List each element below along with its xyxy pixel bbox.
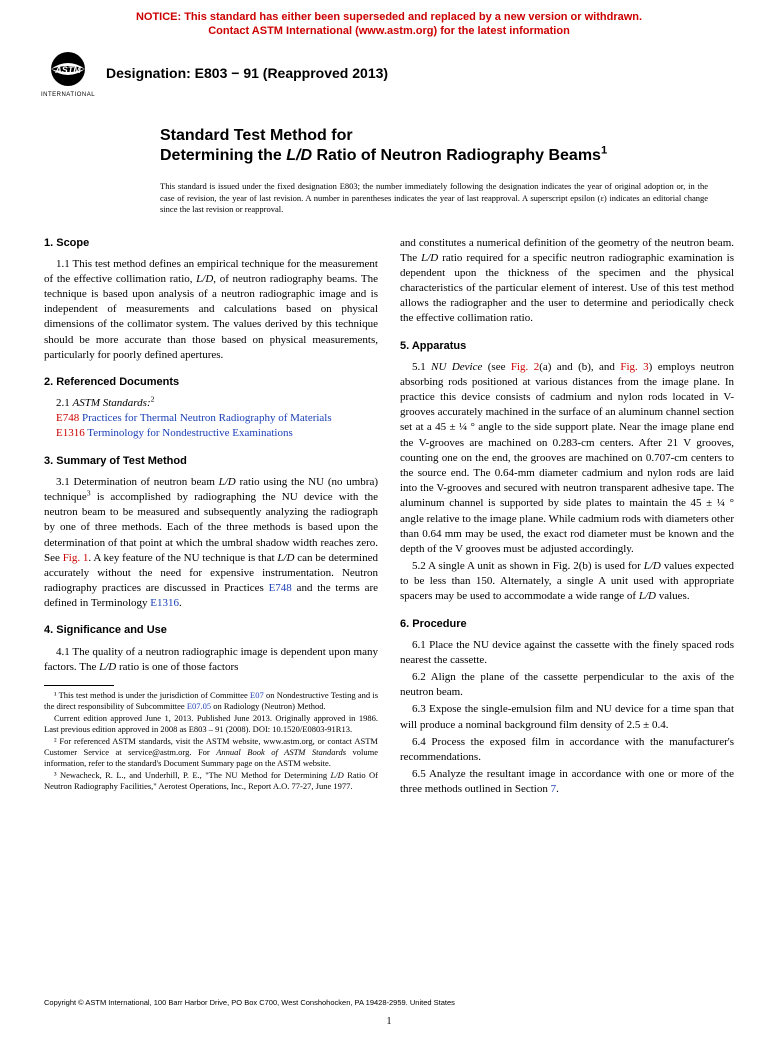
ld: L/D xyxy=(639,590,656,602)
title-line-2: Determining the L/D Ratio of Neutron Rad… xyxy=(160,146,738,167)
t: ratio is one of those factors xyxy=(116,661,238,673)
footnote-rule xyxy=(44,685,114,686)
t: 5.1 xyxy=(412,361,431,373)
t: NU Device xyxy=(431,361,482,373)
para-6-2: 6.2 Align the plane of the cassette perp… xyxy=(400,670,734,700)
section-6-head: 6. Procedure xyxy=(400,617,734,632)
t: (see xyxy=(482,361,511,373)
t: ASTM Standards: xyxy=(73,397,151,409)
title-sup: 1 xyxy=(601,145,607,157)
section-2-head: 2. Referenced Documents xyxy=(44,375,378,390)
section-1-head: 1. Scope xyxy=(44,236,378,251)
ref-code-e1316[interactable]: E1316 xyxy=(56,427,85,439)
astm-logo: ASTM INTERNATIONAL xyxy=(40,51,96,98)
para-3-1: 3.1 Determination of neutron beam L/D ra… xyxy=(44,475,378,612)
t: 6.5 Analyze the resultant image in accor… xyxy=(400,768,734,795)
ref-e1316: E1316 Terminology for Nondestructive Exa… xyxy=(56,426,378,441)
logo-label: INTERNATIONAL xyxy=(40,92,96,98)
committee-link[interactable]: E07 xyxy=(250,690,264,700)
para-5-1: 5.1 NU Device (see Fig. 2(a) and (b), an… xyxy=(400,360,734,557)
t: (a) and (b), and xyxy=(539,361,620,373)
para-4-1-cont: and constitutes a numerical definition o… xyxy=(400,236,734,327)
ld: L/D xyxy=(644,560,661,572)
fig-3-link[interactable]: Fig. 3 xyxy=(620,361,648,373)
t: 3.1 Determination of neutron beam xyxy=(56,476,219,488)
designation: Designation: E803 − 91 (Reapproved 2013) xyxy=(106,65,388,81)
notice-line-1: NOTICE: This standard has either been su… xyxy=(136,11,642,23)
para-1-1: 1.1 This test method defines an empirica… xyxy=(44,257,378,363)
para-5-2: 5.2 A single A unit as shown in Fig. 2(b… xyxy=(400,559,734,605)
title-pre: Determining the xyxy=(160,147,286,164)
title-line-1: Standard Test Method for xyxy=(160,126,738,147)
ref-e748: E748 Practices for Thermal Neutron Radio… xyxy=(56,411,378,426)
subcommittee-link[interactable]: E07.05 xyxy=(187,701,211,711)
footnote-1: ¹ This test method is under the jurisdic… xyxy=(44,690,378,712)
ld: L/D xyxy=(99,661,116,673)
section-3-head: 3. Summary of Test Method xyxy=(44,454,378,469)
section-5-head: 5. Apparatus xyxy=(400,339,734,354)
t: . xyxy=(179,597,182,609)
footnote-1b: Current edition approved June 1, 2013. P… xyxy=(44,713,378,735)
ref-text-e1316[interactable]: Terminology for Nondestructive Examinati… xyxy=(85,427,293,439)
para-6-4: 6.4 Process the exposed film in accordan… xyxy=(400,735,734,765)
para-6-5: 6.5 Analyze the resultant image in accor… xyxy=(400,767,734,797)
left-column: 1. Scope 1.1 This test method defines an… xyxy=(44,236,378,800)
ld: L/D xyxy=(331,770,344,780)
body-columns: 1. Scope 1.1 This test method defines an… xyxy=(0,216,778,800)
footnotes: ¹ This test method is under the jurisdic… xyxy=(44,690,378,792)
t: 2.1 xyxy=(56,397,73,409)
title-italic: L/D xyxy=(286,147,312,164)
t: Annual Book of ASTM Standards xyxy=(216,747,346,757)
t: ratio required for a specific neutron ra… xyxy=(400,252,734,325)
t: 2 xyxy=(151,394,155,403)
copyright: Copyright © ASTM International, 100 Barr… xyxy=(44,998,455,1007)
fig-2-link[interactable]: Fig. 2 xyxy=(511,361,539,373)
issuance-note: This standard is issued under the fixed … xyxy=(160,181,708,215)
header: ASTM INTERNATIONAL Designation: E803 − 9… xyxy=(0,43,778,98)
t: on Radiology (Neutron) Method. xyxy=(211,701,326,711)
notice-line-2: Contact ASTM International (www.astm.org… xyxy=(208,25,570,37)
para-2-1: 2.1 ASTM Standards:2 xyxy=(44,396,378,411)
ld: L/D xyxy=(219,476,236,488)
para-4-1: 4.1 The quality of a neutron radiographi… xyxy=(44,645,378,675)
fig-1-link[interactable]: Fig. 1 xyxy=(63,552,89,564)
right-column: and constitutes a numerical definition o… xyxy=(400,236,734,800)
ref-e748-inline[interactable]: E748 xyxy=(269,582,292,594)
ref-code-e748[interactable]: E748 xyxy=(56,412,79,424)
t: ³ Newacheck, R. L., and Underhill, P. E.… xyxy=(54,770,331,780)
t: , of neutron radiography beams. The tech… xyxy=(44,273,378,361)
section-4-head: 4. Significance and Use xyxy=(44,623,378,638)
ld: L/D xyxy=(277,552,294,564)
t: 5.2 A single A unit as shown in Fig. 2(b… xyxy=(412,560,644,572)
t: . xyxy=(556,783,559,795)
para-6-3: 6.3 Expose the single-emulsion film and … xyxy=(400,702,734,732)
ref-e1316-inline[interactable]: E1316 xyxy=(150,597,179,609)
supersession-notice: NOTICE: This standard has either been su… xyxy=(0,0,778,43)
svg-text:ASTM: ASTM xyxy=(54,65,81,75)
ld: L/D xyxy=(421,252,438,264)
ld: L/D xyxy=(196,273,213,285)
ref-text-e748[interactable]: Practices for Thermal Neutron Radiograph… xyxy=(79,412,331,424)
t: ¹ This test method is under the jurisdic… xyxy=(54,690,250,700)
page-number: 1 xyxy=(0,1016,778,1027)
t: ) employs neutron absorbing rods positio… xyxy=(400,361,734,555)
footnote-2: ² For referenced ASTM standards, visit t… xyxy=(44,736,378,769)
t: . A key feature of the NU technique is t… xyxy=(88,552,277,564)
para-6-1: 6.1 Place the NU device against the cass… xyxy=(400,638,734,668)
t: values. xyxy=(656,590,690,602)
footnote-3: ³ Newacheck, R. L., and Underhill, P. E.… xyxy=(44,770,378,792)
title-post: Ratio of Neutron Radiography Beams xyxy=(312,147,601,164)
title-block: Standard Test Method for Determining the… xyxy=(160,126,738,168)
